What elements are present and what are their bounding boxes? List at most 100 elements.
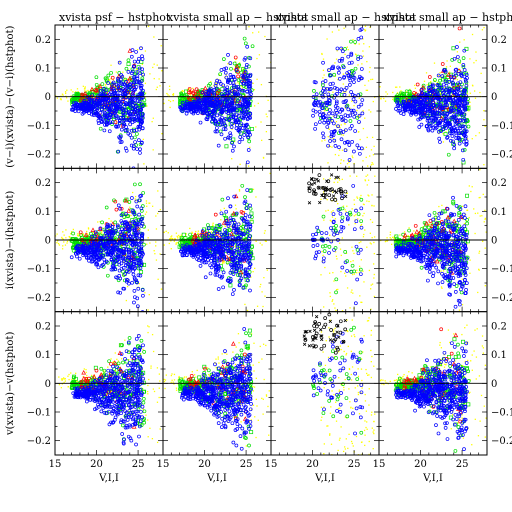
data-point [351,100,353,102]
data-point [454,136,459,140]
data-point [433,78,437,82]
data-point [242,114,247,119]
data-point [323,79,328,83]
data-point [138,151,142,155]
data-point [354,43,356,45]
data-point [135,68,138,70]
data-point [113,120,118,125]
data-point [110,113,115,118]
data-point [117,268,122,273]
data-point [436,73,441,78]
data-point [363,148,365,151]
data-point [448,125,452,129]
data-point [213,119,218,124]
data-point [236,120,241,124]
data-point [445,122,450,126]
data-point [340,159,342,161]
data-point [445,66,448,68]
data-point [332,137,335,140]
data-point [352,149,356,154]
data-point [264,230,266,232]
data-point [111,86,116,91]
data-point [137,212,141,217]
data-point [440,74,445,78]
data-point [142,98,147,103]
data-point [140,113,145,118]
data-point [136,80,141,85]
data-point [328,108,332,112]
data-point [200,90,205,95]
data-point [244,79,249,83]
data-point [311,113,315,118]
data-point [255,196,257,198]
data-point [210,81,212,83]
data-point [433,123,438,128]
data-point [105,122,109,127]
data-point [245,44,250,49]
data-point [132,59,137,64]
data-point [349,53,354,57]
data-point [136,69,139,71]
data-point [440,92,442,95]
data-point [230,101,235,106]
data-point [338,149,341,151]
data-point [218,72,222,77]
data-point [117,118,122,122]
data-point [449,127,454,132]
points-group [55,25,163,169]
data-point [93,109,98,114]
data-point [227,259,229,261]
data-point [223,87,228,92]
data-point [113,199,118,204]
data-point [97,87,99,89]
data-point [103,123,107,127]
data-point [61,237,63,240]
data-point [330,119,334,123]
data-point [136,59,140,64]
data-point [249,146,251,149]
data-point [414,112,418,117]
data-point [453,97,458,101]
data-point [156,86,158,88]
data-point [328,128,330,131]
data-point [483,119,485,121]
data-point [85,90,88,92]
points-group [379,26,486,169]
data-point [331,146,333,148]
data-point [461,56,466,60]
data-point [235,104,240,108]
data-point [238,190,241,192]
data-point [180,109,185,114]
data-point [237,81,239,84]
data-point [321,131,325,136]
data-point [131,89,136,94]
data-point [77,91,79,93]
data-point [229,114,234,119]
data-point [219,68,224,72]
data-point [109,104,113,108]
data-point [70,233,72,235]
data-point [433,126,438,131]
data-point [92,102,96,107]
data-point [456,122,461,127]
data-point [341,130,346,134]
data-point [447,80,451,84]
data-point [240,137,245,142]
data-point [82,234,85,236]
data-point [234,63,239,68]
data-point [154,253,156,255]
data-point [240,79,244,84]
data-point [118,136,122,141]
data-point [323,100,328,105]
data-point [463,101,468,105]
data-point [121,75,124,77]
data-point [191,108,196,112]
data-point [170,236,172,238]
data-point [117,274,122,278]
data-point [137,198,142,203]
data-point [95,252,100,257]
data-point [189,106,193,110]
data-point [480,72,482,75]
data-point [180,234,182,236]
